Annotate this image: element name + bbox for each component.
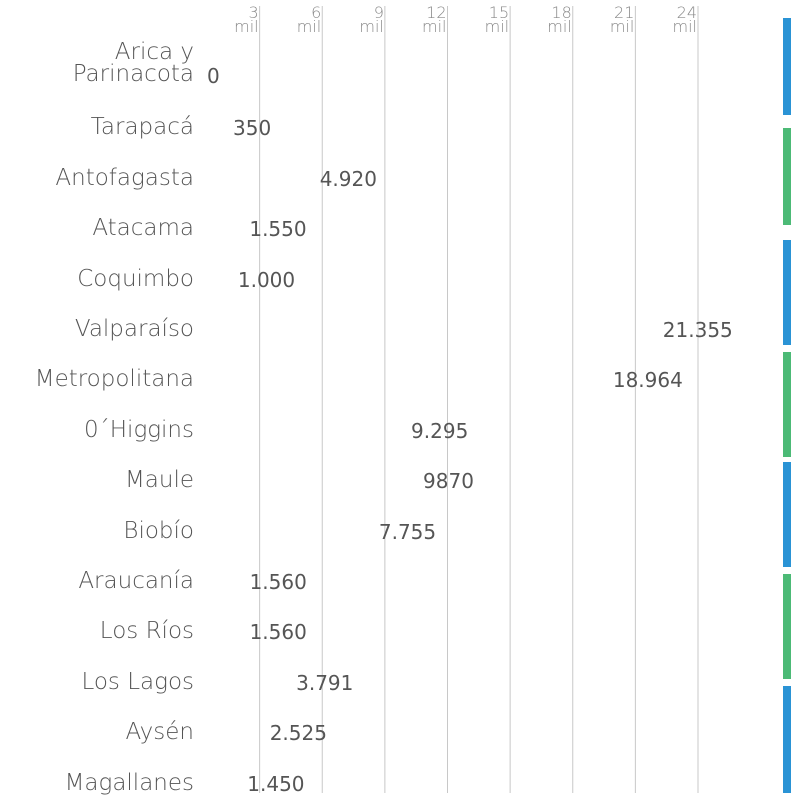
side-band (783, 686, 791, 793)
category-label: Magallanes (64, 769, 194, 796)
side-band (783, 462, 791, 567)
bar (207, 673, 287, 690)
value-label: 1.550 (249, 217, 307, 242)
bar (207, 169, 310, 186)
category-label: Biobío (123, 517, 194, 544)
category-label: Tarapacá (90, 114, 194, 141)
value-label: 1.560 (249, 570, 307, 595)
value-label: 1.000 (237, 267, 296, 292)
x-tick-label: 3 mil (234, 3, 259, 36)
side-band (783, 352, 791, 457)
category-label: Coquimbo (77, 265, 194, 292)
value-label: 7.755 (378, 519, 437, 544)
bar (207, 724, 260, 741)
x-tick-label: 9 mil (359, 3, 384, 36)
x-tick-label: 15 mil (484, 3, 510, 36)
value-label: 21.355 (662, 318, 733, 343)
category-label: Los Ríos (99, 618, 194, 645)
x-tick-label: 21 mil (609, 3, 635, 36)
x-tick-label: 12 mil (422, 3, 447, 36)
category-label: Maule (124, 467, 194, 494)
bar (207, 472, 414, 489)
bar (207, 421, 402, 438)
category-label: Antofagasta (55, 164, 194, 191)
bar (207, 522, 369, 539)
value-label: 9.295 (411, 418, 469, 443)
value-label: 2.525 (269, 721, 327, 746)
value-label: 1.450 (247, 771, 305, 796)
bar (207, 321, 653, 337)
x-tick-label: 6 mil (296, 3, 322, 36)
category-label: Valparaíso (74, 316, 194, 342)
x-tick-label: 24 mil (672, 3, 697, 36)
category-label: Aysén (125, 719, 195, 746)
bar (207, 573, 240, 589)
value-label: 9870 (423, 469, 474, 494)
category-label: Atacama (92, 215, 194, 242)
bar (207, 371, 603, 388)
bar (207, 623, 240, 640)
category-label: Arica y Parinacota (72, 39, 194, 87)
category-label: Los Lagos (81, 668, 194, 695)
category-label: Metropolitana (34, 366, 194, 393)
value-label: 0 (207, 64, 220, 89)
value-label: 3.791 (296, 670, 354, 695)
bar (207, 774, 238, 791)
bar (207, 220, 240, 237)
category-label: Araucanía (78, 568, 194, 594)
bar (207, 270, 228, 287)
side-band (783, 18, 791, 115)
value-label: 1.560 (249, 620, 307, 645)
side-band (783, 574, 791, 679)
value-label: 18.964 (612, 368, 683, 393)
side-band (783, 128, 791, 225)
value-label: 350 (233, 116, 272, 141)
category-label: 0´Higgins (84, 416, 194, 443)
value-label: 4.920 (319, 166, 377, 191)
bar (207, 119, 223, 136)
side-band (783, 240, 791, 345)
x-tick-label: 18 mil (547, 3, 572, 36)
